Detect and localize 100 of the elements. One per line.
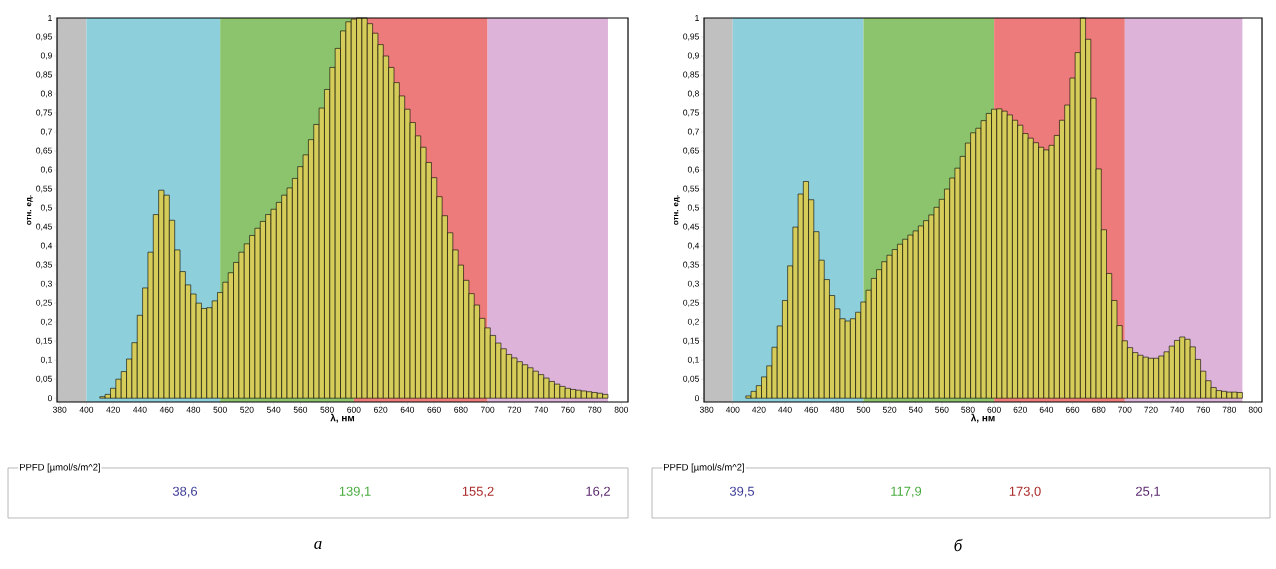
text: PPFD [µmol/s/m^2] (19, 463, 100, 473)
y-tick-label: 0,5 (687, 204, 699, 212)
y-tick-label: 0,1 (687, 356, 699, 364)
y-tick-label: 0,1 (40, 356, 52, 364)
text: 139,1 (339, 486, 371, 498)
x-tick-label: 640 (1039, 406, 1054, 413)
x-tick-label: 600 (987, 406, 1001, 413)
x-tick-label: 400 (725, 406, 740, 413)
x-tick-label: 620 (374, 406, 388, 413)
x-tick-label: 620 (1013, 406, 1027, 413)
x-tick-label: 380 (699, 406, 714, 413)
x-tick-label: 780 (1222, 406, 1237, 413)
x-tick-label: 760 (1196, 406, 1210, 413)
y-tick-label: 0,45 (36, 223, 52, 231)
x-tick-label: 580 (961, 406, 975, 413)
y-tick-label: 0,3 (687, 280, 699, 288)
y-tick-label: 0,15 (36, 337, 52, 345)
x-tick-label: 560 (293, 406, 308, 413)
x-tick-label: 720 (507, 406, 522, 413)
y-tick-label: 0 (694, 395, 699, 402)
x-tick-label: 500 (856, 406, 871, 413)
x-tick-label: 780 (587, 406, 602, 413)
x-tick-label: 600 (347, 406, 361, 413)
y-tick-label: 0,65 (36, 147, 52, 155)
y-tick-label: 0,6 (687, 166, 699, 174)
x-tick-label: 420 (106, 406, 120, 413)
y-tick-label: 0,65 (683, 147, 699, 155)
y-tick-label: 0,95 (36, 33, 52, 41)
y-tick-label: 0,8 (40, 90, 52, 98)
y-tick-label: 0,9 (687, 52, 699, 60)
y-tick-label: 0,55 (36, 185, 52, 193)
x-tick-label: 660 (1065, 406, 1080, 413)
x-tick-label: 680 (1092, 406, 1106, 413)
text: 25,1 (1136, 486, 1160, 498)
y-tick-label: 0,75 (683, 109, 699, 117)
x-axis-title: λ, нм (330, 413, 355, 423)
x-tick-label: 760 (561, 406, 575, 413)
text: 155,2 (462, 486, 494, 498)
y-tick-label: 0,25 (683, 299, 699, 307)
x-tick-label: 580 (320, 406, 334, 413)
x-tick-label: 440 (778, 406, 792, 413)
x-tick-label: 520 (882, 406, 897, 413)
x-tick-label: 460 (159, 406, 174, 413)
x-tick-label: 640 (400, 406, 415, 413)
x-tick-label: 800 (614, 406, 629, 413)
y-tick-label: 0,4 (687, 242, 700, 250)
y-tick-label: 0,2 (40, 318, 52, 326)
y-tick-label: 0,35 (683, 261, 699, 269)
x-tick-label: 800 (1248, 406, 1263, 413)
y-tick-label: 0,05 (36, 375, 52, 383)
x-tick-label: 700 (1118, 406, 1132, 413)
x-tick-label: 740 (1170, 406, 1184, 413)
x-tick-label: 720 (1144, 406, 1158, 413)
y-tick-label: 0,55 (683, 185, 699, 193)
x-tick-label: 420 (752, 406, 766, 413)
y-tick-label: 0,45 (683, 223, 699, 231)
y-tick-label: 0,7 (687, 128, 699, 136)
y-tick-label: 0,75 (36, 109, 52, 117)
x-tick-label: 440 (133, 406, 147, 413)
x-tick-label: 380 (52, 406, 67, 413)
x-tick-label: 520 (240, 406, 254, 413)
y-tick-label: 0,25 (36, 299, 52, 307)
x-tick-label: 460 (804, 406, 818, 413)
x-tick-label: 680 (454, 406, 468, 413)
y-tick-label: 0,2 (687, 318, 699, 326)
y-tick-label: 1 (695, 15, 699, 21)
x-tick-label: 480 (830, 406, 845, 413)
y-tick-label: 0,6 (40, 166, 52, 174)
y-tick-label: 0,5 (40, 204, 52, 212)
y-tick-label: 0,8 (687, 90, 699, 98)
y-tick-label: 0,4 (40, 242, 53, 250)
y-tick-label: 1 (48, 15, 52, 21)
y-tick-label: 0,05 (683, 375, 699, 383)
y-tick-label: 0 (47, 395, 52, 402)
text: 173,0 (1009, 486, 1041, 498)
y-tick-label: 0,95 (683, 33, 699, 41)
x-tick-label: 540 (266, 406, 281, 413)
text: PPFD [µmol/s/m^2] (663, 463, 744, 473)
x-tick-label: 740 (534, 406, 548, 413)
text: 117,9 (891, 486, 922, 498)
x-tick-label: 700 (480, 406, 495, 413)
y-tick-label: 0,15 (683, 337, 699, 345)
text: 38,6 (172, 486, 198, 498)
y-tick-label: 0,85 (683, 71, 699, 79)
text: 39,5 (729, 486, 755, 498)
text: б (954, 538, 963, 552)
x-tick-label: 540 (908, 406, 923, 413)
x-tick-label: 560 (935, 406, 949, 413)
y-tick-label: 0,35 (36, 261, 52, 269)
y-tick-label: 0,9 (40, 52, 52, 60)
x-tick-label: 480 (186, 406, 201, 413)
x-tick-label: 660 (427, 406, 441, 413)
y-tick-label: 0,85 (36, 71, 52, 79)
text: а (314, 540, 322, 550)
x-axis-title: λ, нм (970, 413, 995, 423)
x-tick-label: 400 (79, 406, 94, 413)
y-tick-label: 0,7 (40, 128, 52, 136)
x-tick-label: 500 (213, 406, 227, 413)
text: 16,2 (586, 486, 610, 498)
y-tick-label: 0,3 (40, 280, 52, 288)
